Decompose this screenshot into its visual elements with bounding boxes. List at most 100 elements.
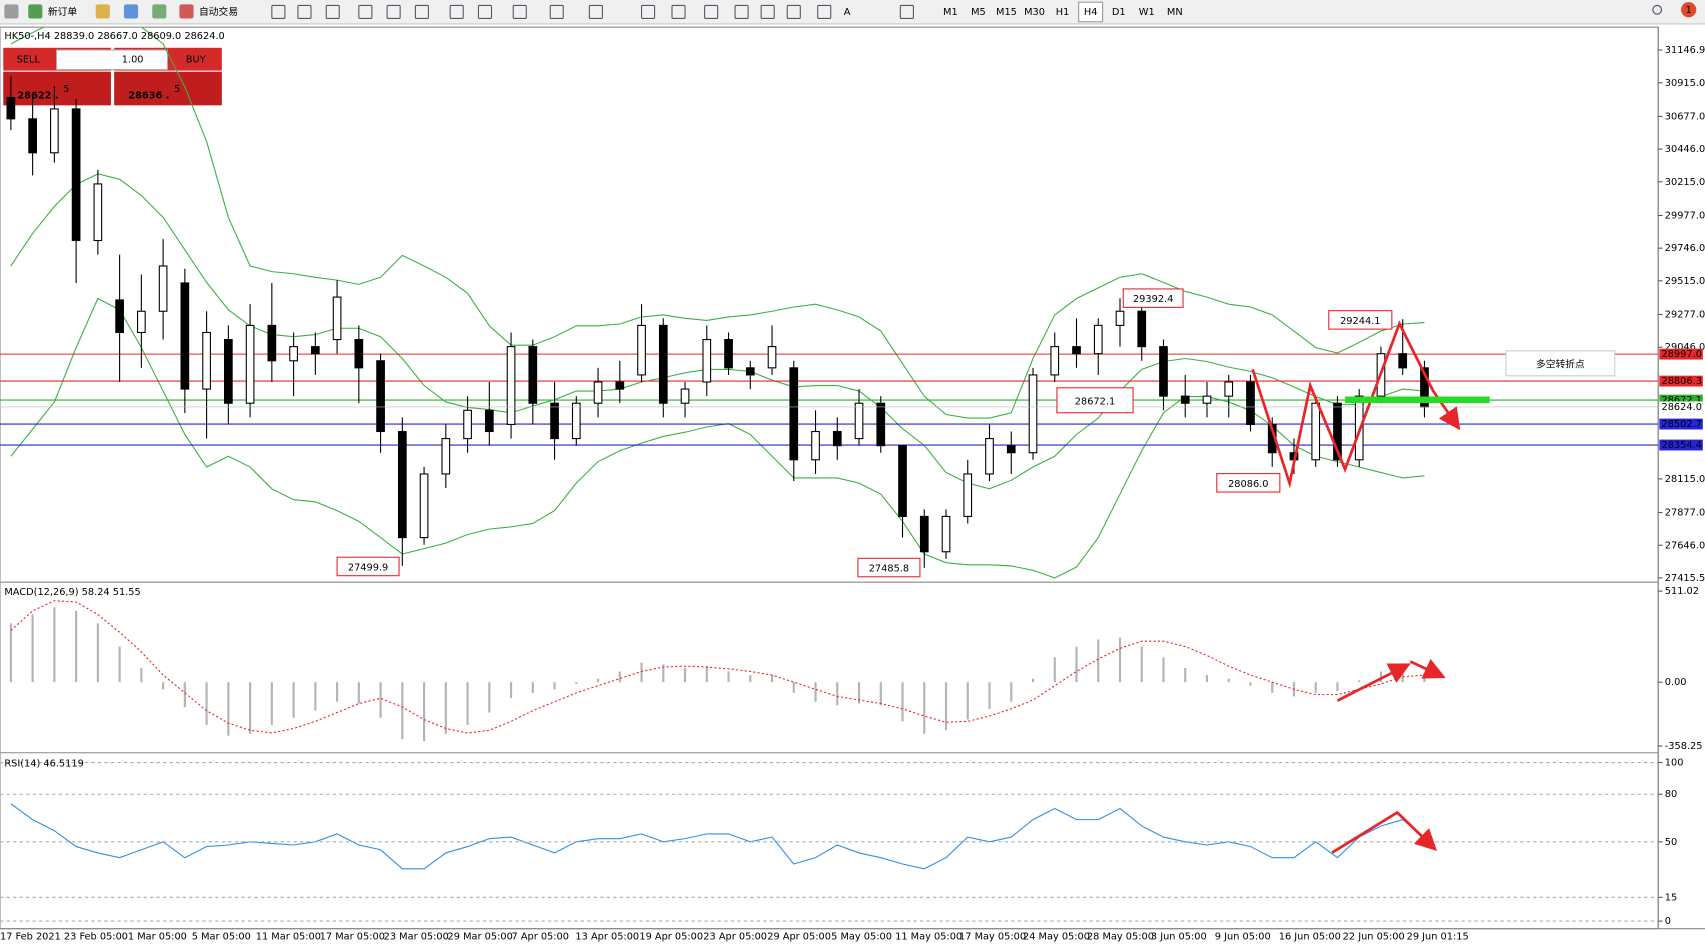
macd-bar [1401, 669, 1404, 683]
search-icon[interactable] [1652, 4, 1663, 15]
candle-body [1028, 374, 1038, 454]
toolbar-icon[interactable] [760, 4, 775, 20]
timeframe-button[interactable]: MN [1167, 7, 1183, 18]
timeframe-button[interactable]: M30 [1024, 7, 1045, 18]
candle-body [289, 346, 298, 362]
candle-body [767, 346, 777, 369]
panel-title: MACD(12,26,9) 58.24 51.55 [4, 587, 140, 598]
toolbar-icon[interactable] [817, 4, 832, 20]
toolbar-icon[interactable] [786, 4, 801, 20]
level-tag [1659, 394, 1703, 406]
toolbar-icon[interactable] [588, 4, 603, 20]
toolbar-icon[interactable] [641, 4, 656, 20]
new-order-button[interactable]: 新订单 [48, 5, 78, 18]
toolbar-icon[interactable] [704, 4, 719, 20]
lot-field[interactable] [55, 49, 168, 71]
timeframe-button[interactable]: M5 [971, 7, 986, 18]
timeframe-button[interactable]: M1 [943, 7, 958, 18]
ask-pips: 5 [174, 84, 180, 95]
macd-bar [705, 666, 708, 683]
toolbar-icon[interactable] [477, 4, 493, 20]
timeframe-button[interactable]: H1 [1056, 7, 1070, 18]
candle-body [441, 438, 451, 475]
y-tick-label: 29746.0 [1665, 243, 1705, 254]
y-tick-label: 30915.0 [1665, 78, 1705, 89]
notification-count[interactable]: 1 [1686, 5, 1692, 16]
macd-bar [901, 682, 904, 722]
candle-body [724, 339, 733, 369]
toolbar-icon[interactable] [386, 4, 401, 20]
annotation-box [1056, 387, 1134, 414]
macd-bar [205, 682, 208, 725]
timeframe-button[interactable]: M15 [996, 7, 1017, 18]
macd-bar [183, 682, 186, 708]
candle-body [702, 339, 712, 383]
bid-box[interactable] [3, 71, 111, 106]
candle-body [1072, 346, 1081, 355]
toolbar-icon[interactable] [325, 4, 340, 20]
annotation: 27499.9 [348, 563, 388, 574]
timeframe-button[interactable]: W1 [1139, 7, 1155, 18]
toolbar-icon[interactable] [449, 4, 464, 20]
level-label: 28502.7 [1662, 419, 1702, 430]
macd-bar [1249, 682, 1252, 686]
auto-trading-button[interactable]: 自动交易 [199, 5, 238, 18]
macd-bar [140, 667, 143, 683]
toolbar-icon[interactable] [28, 4, 43, 19]
toolbar-icon[interactable] [512, 4, 527, 20]
macd-bar [162, 682, 165, 690]
y-tick-label: 511.02 [1665, 586, 1699, 597]
toolbar-icon[interactable] [899, 4, 914, 20]
candle-body [397, 430, 407, 539]
timeframe-button[interactable]: D1 [1112, 7, 1126, 18]
text-tool[interactable]: A [844, 7, 851, 18]
toolbar-icon[interactable] [271, 4, 286, 20]
current-tag [1659, 401, 1703, 413]
toolbar-icon[interactable] [4, 4, 19, 19]
toolbar-icon[interactable] [358, 4, 373, 20]
y-tick-label: 30677.0 [1665, 111, 1705, 122]
drawn-arrow [1251, 320, 1461, 489]
candle-body [1159, 346, 1168, 397]
level-tag [1659, 375, 1703, 387]
toolbar-icon[interactable] [671, 4, 686, 20]
macd-bar [662, 664, 665, 683]
price-plot [0, 27, 1659, 579]
level-label: 28997.0 [1662, 349, 1702, 360]
drawn-arrow [1331, 810, 1438, 854]
timeframe-button[interactable]: H4 [1084, 7, 1098, 18]
toolbar-icon[interactable] [123, 4, 139, 19]
toolbar-icon[interactable] [152, 4, 167, 19]
macd-bar [466, 682, 469, 725]
notification-badge[interactable] [1681, 2, 1697, 18]
toolbar-icon[interactable] [297, 4, 312, 20]
time-label: 17 Feb 2021 [0, 931, 61, 942]
macd-bar [1358, 680, 1361, 683]
candle-body [28, 118, 37, 154]
toolbar-icon[interactable] [414, 4, 429, 20]
toolbar-icon[interactable] [734, 4, 749, 20]
ask-box[interactable] [114, 71, 222, 106]
level-label: 28672.1 [1662, 395, 1702, 406]
candle-body [115, 299, 124, 334]
time-label: 7 Apr 05:00 [512, 931, 569, 942]
macd-bar [531, 682, 534, 693]
level-tag [1659, 439, 1703, 451]
current-label: 28624.0 [1662, 402, 1702, 413]
toolbar-icon[interactable] [549, 4, 564, 20]
annotation-box [1505, 350, 1616, 377]
toolbar-icon[interactable] [95, 4, 110, 19]
macd-bar [792, 682, 795, 693]
candle-body [898, 445, 907, 517]
macd-bar [836, 682, 839, 706]
sell-label: SELL [17, 55, 41, 66]
annotation-box [336, 556, 400, 577]
bid-price: 28622 . [17, 91, 58, 102]
time-label: 23 Feb 05:00 [64, 931, 128, 942]
candle-body [223, 339, 233, 404]
toolbar-icon[interactable] [179, 4, 194, 19]
candle-body [71, 108, 81, 242]
candle-body [484, 409, 494, 433]
candle-body [941, 515, 951, 553]
candle-body [1093, 324, 1103, 355]
